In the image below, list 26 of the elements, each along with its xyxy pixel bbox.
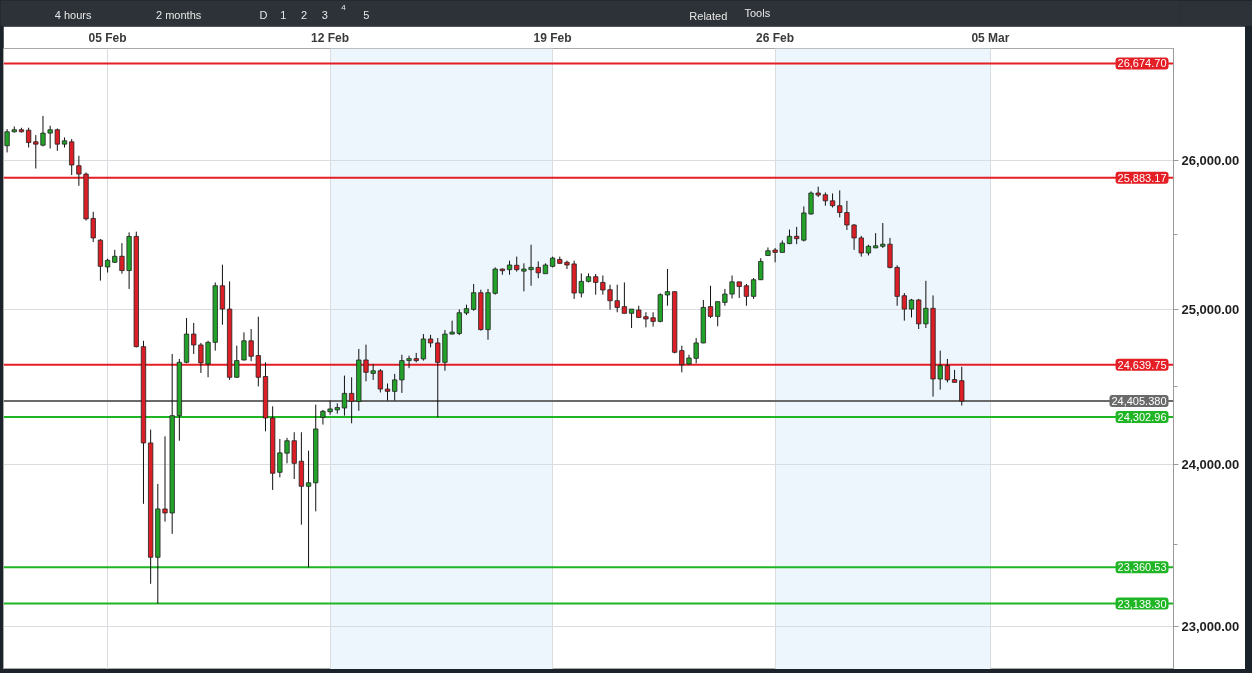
ref-line-label: 23,138.30: [1117, 597, 1167, 610]
text: 4: [341, 3, 347, 12]
y-tick-label: 23,000.00: [1181, 618, 1240, 634]
x-tick-label: 05 Mar: [971, 30, 1010, 45]
text: 5: [363, 8, 370, 21]
ref-line-label: 25,883.17: [1117, 171, 1167, 184]
y-tick-label: 24,000.00: [1181, 457, 1240, 473]
text: 1: [280, 8, 287, 21]
text: Related: [689, 9, 728, 22]
text: 3: [321, 8, 328, 21]
x-tick-label: 19 Feb: [533, 30, 572, 45]
ref-line-label: 24,639.75: [1117, 358, 1167, 371]
text: D: [259, 8, 268, 21]
ref-line-label: 23,360.53: [1117, 561, 1167, 574]
y-tick-label: 25,000.00: [1181, 302, 1240, 318]
x-tick-label: 12 Feb: [311, 30, 350, 45]
ref-line-label: 24,302.96: [1117, 411, 1167, 424]
ref-line-label: 26,674.70: [1117, 57, 1167, 70]
x-tick-label: 26 Feb: [756, 30, 795, 45]
text: 2 months: [156, 8, 202, 21]
text: 2: [300, 8, 308, 21]
text: 4 hours: [54, 8, 92, 21]
y-tick-label: 26,000.00: [1181, 153, 1240, 169]
x-tick-label: 05 Feb: [88, 30, 127, 45]
ref-line-label: 24,405.380: [1111, 395, 1167, 408]
text: Tools: [744, 6, 771, 19]
